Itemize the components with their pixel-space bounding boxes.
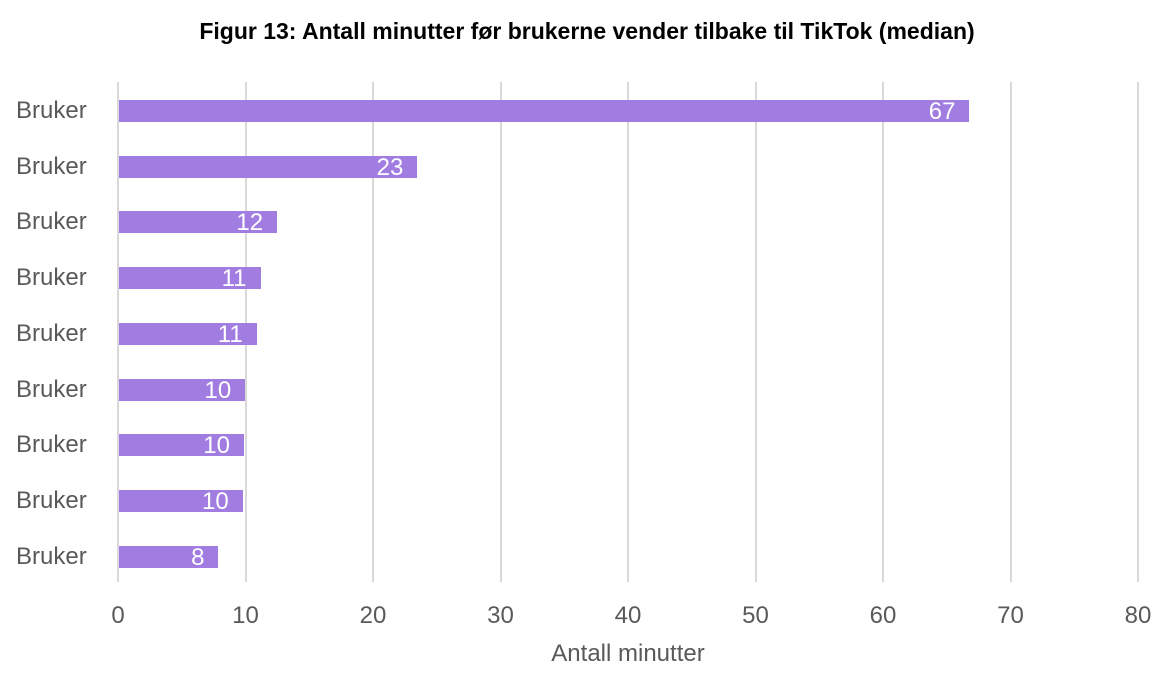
bar-value-label: 23 xyxy=(376,153,404,181)
y-category-label: Bruker xyxy=(16,319,87,347)
x-tick-label: 20 xyxy=(359,602,387,629)
bar-value-label: 11 xyxy=(221,265,247,293)
bar-value-label: 10 xyxy=(203,432,230,460)
x-axis-label: Antall minutter xyxy=(551,640,705,667)
x-tick-label: 40 xyxy=(614,602,642,629)
bar: 67 xyxy=(119,98,970,125)
bar: 10 xyxy=(119,432,244,460)
y-category-label: Bruker xyxy=(16,542,87,570)
bar: 23 xyxy=(119,153,418,181)
y-category-label: Bruker xyxy=(16,375,87,403)
x-tick-label: 60 xyxy=(869,602,897,629)
bar-value-label: 10 xyxy=(204,376,232,404)
plot-area: 67 23 12 11 11 10 10 10 8 xyxy=(117,82,1139,582)
x-tick-label: 30 xyxy=(487,602,514,629)
bar: 10 xyxy=(119,487,243,515)
gridline xyxy=(754,82,757,582)
gridline xyxy=(627,82,629,582)
bar: 11 xyxy=(119,320,257,348)
y-category-label: Bruker xyxy=(16,431,87,459)
bar: 12 xyxy=(119,209,278,237)
bar: 10 xyxy=(119,376,246,404)
x-tick-label: 50 xyxy=(742,602,769,629)
y-category-label: Bruker xyxy=(16,264,87,292)
bar-value-label: 10 xyxy=(201,487,229,515)
x-tick-label: 10 xyxy=(232,602,259,629)
x-tick-label: 70 xyxy=(997,602,1024,629)
bar-value-label: 8 xyxy=(191,543,205,571)
y-category-label: Bruker xyxy=(16,208,87,236)
x-tick-label: 0 xyxy=(111,602,125,629)
bar-value-label: 12 xyxy=(236,209,264,237)
y-category-label: Bruker xyxy=(16,486,87,514)
gridline xyxy=(1009,82,1012,582)
gridline xyxy=(1137,82,1139,582)
bar: 8 xyxy=(119,543,219,571)
gridline xyxy=(372,82,374,582)
gridline xyxy=(117,82,119,582)
gridline xyxy=(882,82,884,582)
bar-value-label: 11 xyxy=(217,320,243,348)
x-tick-label: 80 xyxy=(1124,602,1152,629)
chart-title: Figur 13: Antall minutter før brukerne v… xyxy=(199,18,975,44)
bar-value-label: 67 xyxy=(928,98,956,125)
gridline xyxy=(499,82,502,582)
y-category-label: Bruker xyxy=(16,97,87,124)
bar: 11 xyxy=(119,265,261,293)
y-category-label: Bruker xyxy=(16,152,87,180)
